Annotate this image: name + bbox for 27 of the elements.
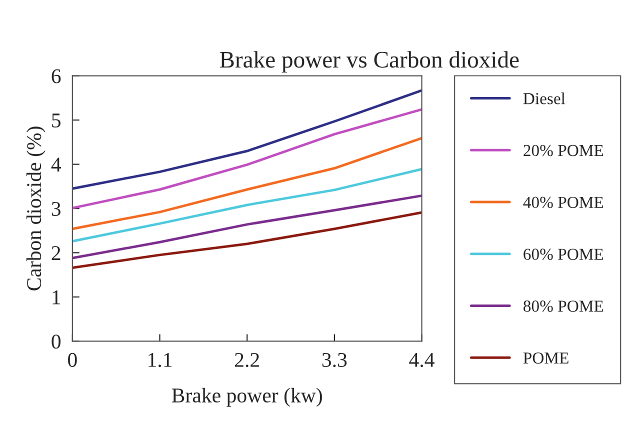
y-tick-label: 4 bbox=[51, 158, 61, 172]
y-tick-label: 3 bbox=[52, 202, 61, 216]
y-tick-label: 6 bbox=[52, 69, 61, 84]
x-tick-label: 3.3 bbox=[322, 352, 347, 368]
line-series bbox=[72, 136, 422, 230]
line-series bbox=[72, 168, 422, 242]
x-tick-label: 2.2 bbox=[235, 352, 259, 368]
legend-label: Diesel bbox=[523, 92, 566, 104]
line-series bbox=[72, 108, 422, 210]
x-tick-label: 1.1 bbox=[148, 353, 172, 368]
legend-label: 40% POME bbox=[523, 196, 604, 208]
legend-label: 20% POME bbox=[524, 144, 604, 156]
x-tick-label: 4.4 bbox=[409, 353, 434, 368]
y-tick-label: 0 bbox=[52, 334, 61, 349]
line-series bbox=[72, 211, 422, 270]
chart-title: Brake power vs Carbon dioxide bbox=[220, 51, 519, 73]
line-series bbox=[72, 89, 422, 190]
line-series bbox=[72, 194, 422, 260]
legend-label: 60% POME bbox=[524, 248, 604, 260]
x-tick-label: 0 bbox=[68, 352, 77, 367]
y-tick-label: 5 bbox=[52, 114, 61, 128]
y-tick-label: 1 bbox=[52, 290, 60, 304]
legend-label: POME bbox=[523, 352, 568, 364]
legend-label: 80% POME bbox=[524, 300, 604, 312]
y-tick-label: 2 bbox=[52, 246, 60, 260]
y-axis-title: Carbon dioxide (%) bbox=[26, 126, 46, 290]
x-axis-title: Brake power (kw) bbox=[172, 388, 322, 407]
